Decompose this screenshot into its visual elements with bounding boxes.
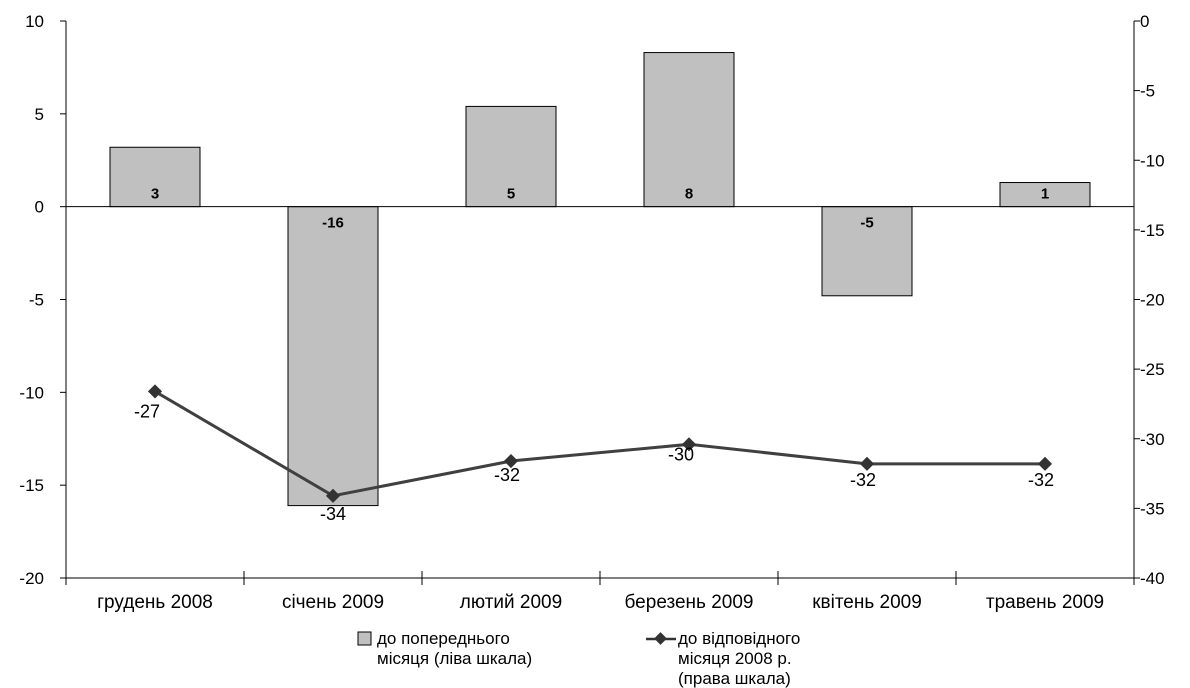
y-left-tick-label: -10 [19,383,44,402]
bar-series [109,52,1091,507]
bar [109,146,201,208]
y-left-tick-label: -15 [19,476,44,495]
x-tick-label: грудень 2008 [97,592,213,613]
series-line [154,390,1045,498]
y-left-tick-label: -20 [19,569,44,588]
line-point [1037,456,1053,471]
y-left-tick-label: -5 [29,291,44,310]
line-value-label: -34 [320,504,346,524]
bar [465,105,557,208]
legend-bar-swatch [357,631,372,646]
line-value-label: -30 [668,444,694,464]
bar-labels: 3 -16 5 8 -5 1 [151,186,1049,232]
line-point [147,384,163,399]
y-right-tick-label: -35 [1140,499,1165,518]
x-tick-label: лютий 2009 [460,592,562,613]
legend-bar-label-line1: до попереднього [377,629,510,648]
x-tick-label: березень 2009 [625,592,754,613]
y-right-tick-label: -10 [1140,151,1165,170]
line-labels: -27 -34 -32 -30 -32 -32 [134,401,1054,523]
bar [643,52,735,208]
y-right-tick-label: -15 [1140,221,1165,240]
line-series [147,384,1053,503]
bar-value-label: 8 [685,186,693,203]
y-right-tick-label: -40 [1140,569,1165,588]
y-right-tick-label: -5 [1140,82,1155,101]
bar-value-label: 5 [507,186,515,203]
axes: 10 5 0 -5 -10 -15 -20 0 -5 -10 -15 -20 -25 -30 -35 -40 г… [19,12,1164,613]
legend-bar-label-line2: місяця (ліва шкала) [377,649,532,668]
y-right-tick-label: -20 [1140,291,1165,310]
y-right-tick-label: 0 [1140,12,1149,31]
legend-line-label-line1: до відповідного [678,629,800,648]
y-right-tick-label: -25 [1140,360,1165,379]
bar [287,206,379,507]
bar-value-label: 3 [151,186,159,203]
bar-value-label: 1 [1041,186,1049,203]
x-tick-label: січень 2009 [282,592,384,613]
line-point [503,453,519,469]
y-left-tick-label: 0 [35,198,44,217]
bar [999,182,1091,208]
legend-line-marker [654,632,667,645]
line-value-label: -32 [494,465,520,485]
legend: до попереднього місяця (ліва шкала) до в… [357,629,800,688]
line-point [681,437,697,452]
line-point [325,488,341,503]
line-point [859,456,875,471]
y-left-tick-label: 5 [35,105,44,124]
bar-value-label: -16 [322,215,344,232]
y-left-tick-label: 10 [25,12,44,31]
bar-value-label: -5 [860,215,873,232]
legend-line-label-line3: (права шкала) [678,669,791,688]
line-value-label: -32 [850,470,876,490]
x-tick-label: квітень 2009 [812,592,922,613]
line-value-label: -32 [1028,470,1054,490]
legend-line-label-line2: місяця 2008 р. [678,649,792,668]
x-tick-label: травень 2009 [986,592,1104,613]
line-value-label: -27 [134,401,160,421]
y-right-tick-label: -30 [1140,430,1165,449]
